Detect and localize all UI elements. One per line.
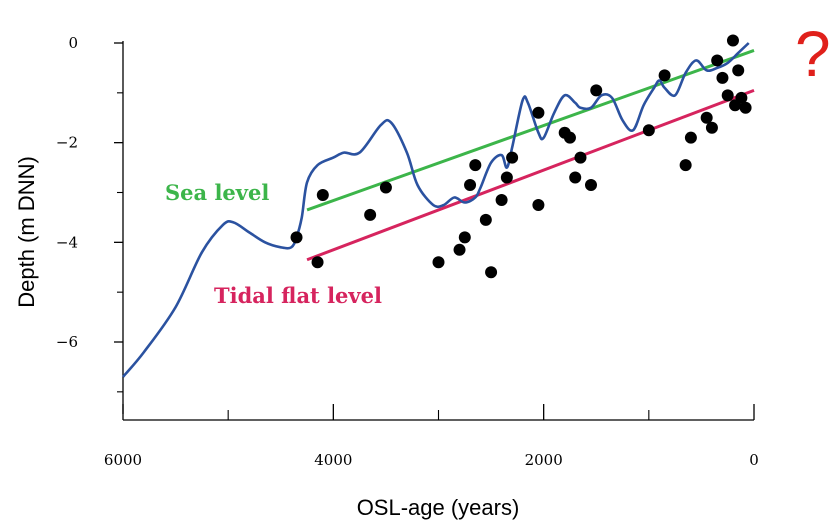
data-point xyxy=(379,181,392,194)
y-tick-label: −6 xyxy=(56,333,78,351)
y-tick-label: −2 xyxy=(56,134,78,152)
sea-level-curve xyxy=(122,42,750,378)
data-point xyxy=(739,101,752,114)
data-point xyxy=(563,131,576,144)
data-point xyxy=(684,131,697,144)
data-point xyxy=(711,54,724,67)
data-point xyxy=(364,208,377,221)
y-tick-label: −4 xyxy=(56,233,78,251)
data-point xyxy=(316,188,329,201)
data-point xyxy=(584,179,597,192)
data-point xyxy=(485,266,498,279)
data-point xyxy=(735,91,748,104)
data-point xyxy=(705,121,718,134)
marks-group xyxy=(122,34,755,378)
data-point xyxy=(458,231,471,244)
data-point xyxy=(500,171,513,184)
data-point xyxy=(311,256,324,269)
data-point xyxy=(590,84,603,97)
data-point xyxy=(574,151,587,164)
data-point xyxy=(642,124,655,137)
data-point xyxy=(569,171,582,184)
x-axis-title: OSL-age (years) xyxy=(357,495,520,520)
x-tick-label: 6000 xyxy=(104,451,142,469)
data-point xyxy=(726,34,739,47)
data-point xyxy=(432,256,445,269)
data-point xyxy=(721,89,734,102)
tidal-flat-level-label: Tidal flat level xyxy=(214,283,382,308)
data-point xyxy=(506,151,519,164)
x-tick-label: 4000 xyxy=(314,451,352,469)
data-point xyxy=(732,64,745,77)
data-point xyxy=(532,106,545,119)
labels-group: OSL-age (years) Depth (m DNN) Sea level … xyxy=(14,18,830,520)
data-point xyxy=(716,71,729,84)
data-point xyxy=(495,193,508,206)
data-point xyxy=(290,231,303,244)
y-axis-title: Depth (m DNN) xyxy=(14,156,39,308)
x-tick-label: 0 xyxy=(749,451,759,469)
data-point xyxy=(479,213,492,226)
y-tick-label: 0 xyxy=(68,34,78,52)
data-point xyxy=(464,179,477,192)
data-point xyxy=(469,159,482,172)
x-tick-label: 2000 xyxy=(525,451,563,469)
tidal-flat-trend-line xyxy=(306,88,755,262)
data-point xyxy=(658,69,671,82)
sea-level-label: Sea level xyxy=(165,180,269,205)
data-point xyxy=(700,111,713,124)
data-point xyxy=(453,243,466,256)
question-mark-annotation: ? xyxy=(795,18,830,90)
axes-group: 0 −2 −4 −6 6000 4000 2000 0 xyxy=(56,34,759,469)
sea-level-trend-line xyxy=(306,49,755,212)
data-point xyxy=(532,198,545,211)
data-point xyxy=(679,159,692,172)
